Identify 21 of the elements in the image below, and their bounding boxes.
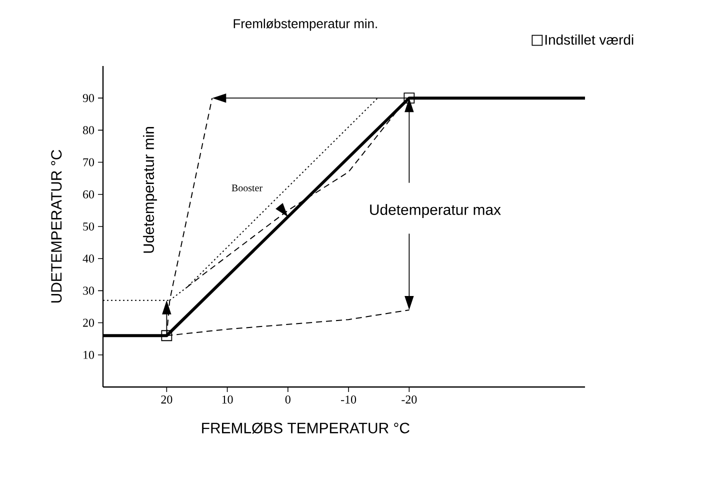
y-tick-label: 80 — [82, 126, 94, 134]
y-tick-label: 30 — [83, 286, 94, 295]
y-tick-label: 70 — [83, 158, 94, 166]
legend-label: Indstillet værdi — [545, 34, 634, 45]
y-tick-label: 90 — [82, 94, 94, 102]
y-axis-title: UDETEMPERATUR °C — [51, 150, 62, 302]
x-tick-label: 0 — [285, 396, 290, 404]
y-tick-label: 20 — [83, 318, 94, 327]
chart-title: Fremløbstemperatur min. — [234, 18, 377, 31]
annotation: Booster — [232, 184, 262, 192]
x-tick-label: 20 — [161, 396, 172, 404]
y-tick-label: 10 — [84, 350, 94, 359]
y-tick-label: 40 — [82, 254, 94, 263]
x-tick-label: -20 — [402, 396, 417, 404]
x-tick-label: -10 — [341, 396, 356, 404]
y-tick-label: 60 — [83, 190, 94, 198]
x-tick-label: 10 — [222, 396, 233, 404]
y-tick-label: 50 — [83, 222, 94, 231]
annotation: Udetemperatur max — [370, 204, 501, 218]
x-axis-title: FREMLØBS TEMPERATUR °C — [202, 422, 410, 434]
annotation: Udetemperatur min — [143, 127, 157, 253]
